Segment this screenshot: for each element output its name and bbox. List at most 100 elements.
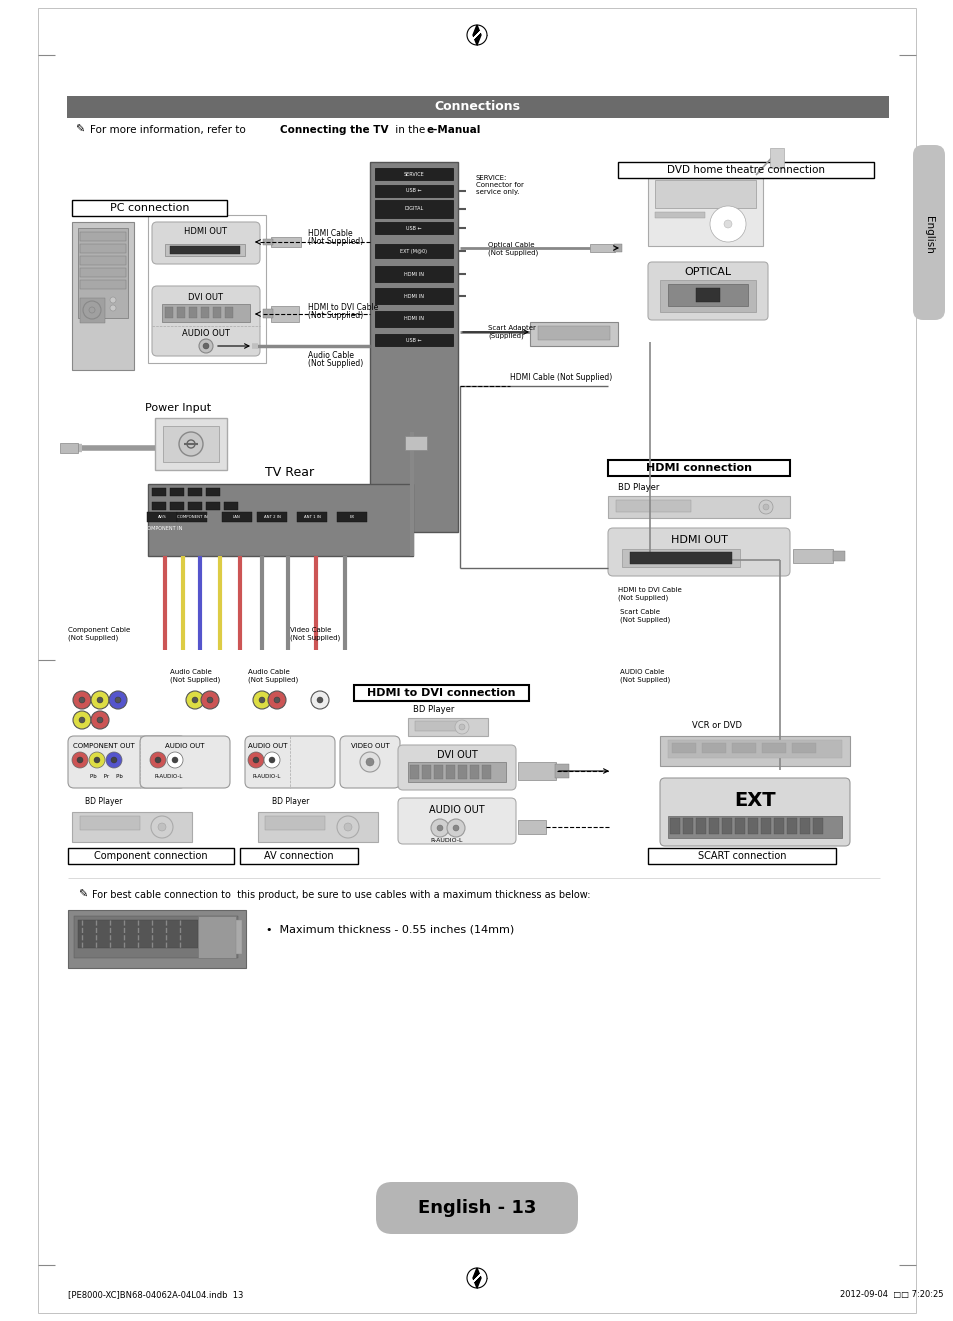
FancyBboxPatch shape xyxy=(647,262,767,320)
Polygon shape xyxy=(473,1268,480,1288)
Bar xyxy=(647,848,835,864)
Bar xyxy=(271,306,298,322)
Bar xyxy=(263,239,273,244)
Bar xyxy=(375,288,453,304)
Bar xyxy=(375,244,453,258)
Text: Component connection: Component connection xyxy=(94,851,208,861)
Circle shape xyxy=(150,752,166,768)
Bar xyxy=(517,820,545,834)
Bar xyxy=(457,765,467,779)
Bar xyxy=(71,222,133,370)
Bar xyxy=(734,818,744,834)
Bar xyxy=(271,236,301,247)
Bar xyxy=(354,686,529,701)
Bar xyxy=(177,306,185,318)
Circle shape xyxy=(366,758,374,766)
FancyBboxPatch shape xyxy=(397,798,516,844)
Circle shape xyxy=(186,691,204,709)
Text: COMPONENT OUT: COMPONENT OUT xyxy=(73,742,134,749)
Bar xyxy=(761,742,785,753)
Bar xyxy=(152,502,166,510)
Circle shape xyxy=(109,691,127,709)
Bar xyxy=(614,244,621,252)
Bar xyxy=(589,244,615,252)
Text: English - 13: English - 13 xyxy=(417,1199,536,1217)
Bar xyxy=(812,818,822,834)
Text: VCR or DVD: VCR or DVD xyxy=(691,721,741,731)
Bar xyxy=(170,502,184,510)
Text: HDMI IN: HDMI IN xyxy=(403,272,423,276)
Bar xyxy=(446,765,455,779)
Text: (Not Supplied): (Not Supplied) xyxy=(619,676,670,683)
Bar xyxy=(375,266,453,281)
Text: [PE8000-XC]BN68-04062A-04L04.indb  13: [PE8000-XC]BN68-04062A-04L04.indb 13 xyxy=(68,1291,243,1300)
Text: BD Player: BD Player xyxy=(413,705,454,715)
Text: HDMI to DVI Cable: HDMI to DVI Cable xyxy=(308,303,378,312)
Circle shape xyxy=(192,697,198,703)
Bar xyxy=(68,848,233,864)
Circle shape xyxy=(458,724,464,731)
Circle shape xyxy=(73,691,91,709)
Circle shape xyxy=(268,691,286,709)
Bar xyxy=(517,762,556,779)
FancyBboxPatch shape xyxy=(397,745,516,790)
Text: (Supplied): (Supplied) xyxy=(488,333,523,339)
Text: R-AUDIO-L: R-AUDIO-L xyxy=(154,774,183,778)
Circle shape xyxy=(436,826,442,831)
Bar xyxy=(421,765,431,779)
Circle shape xyxy=(77,757,83,764)
Circle shape xyxy=(106,752,122,768)
Bar xyxy=(667,740,841,758)
Text: Connections: Connections xyxy=(434,100,519,114)
Text: VIDEO OUT: VIDEO OUT xyxy=(351,742,389,749)
Bar xyxy=(375,168,453,180)
Bar xyxy=(68,910,246,968)
Circle shape xyxy=(115,697,121,703)
Circle shape xyxy=(97,717,103,723)
Text: USB ←: USB ← xyxy=(406,337,421,342)
Text: AUDIO Cable: AUDIO Cable xyxy=(619,668,663,675)
Text: •  Maximum thickness - 0.55 inches (14mm): • Maximum thickness - 0.55 inches (14mm) xyxy=(266,925,514,935)
Circle shape xyxy=(73,711,91,729)
Text: AV/S: AV/S xyxy=(157,515,166,519)
Bar xyxy=(708,818,719,834)
Text: AUDIO OUT: AUDIO OUT xyxy=(165,742,205,749)
Bar xyxy=(481,765,491,779)
Bar xyxy=(78,229,128,318)
Circle shape xyxy=(359,752,379,771)
FancyBboxPatch shape xyxy=(152,287,260,355)
Bar xyxy=(265,816,325,830)
Circle shape xyxy=(431,819,449,838)
Bar xyxy=(80,280,126,289)
Bar xyxy=(188,502,202,510)
Polygon shape xyxy=(473,25,480,45)
Bar xyxy=(537,326,609,339)
Text: Connecting the TV: Connecting the TV xyxy=(280,125,388,135)
Bar xyxy=(296,513,327,522)
Bar xyxy=(791,742,815,753)
Bar xyxy=(71,199,227,217)
Bar xyxy=(659,736,849,766)
Circle shape xyxy=(248,752,264,768)
Text: HDMI to DVI connection: HDMI to DVI connection xyxy=(366,688,515,697)
Bar xyxy=(408,762,505,782)
Bar xyxy=(607,495,789,518)
Text: DVI OUT: DVI OUT xyxy=(189,293,223,303)
Text: (Not Supplied): (Not Supplied) xyxy=(308,236,363,246)
Circle shape xyxy=(207,697,213,703)
Text: (Not Supplied): (Not Supplied) xyxy=(290,635,340,641)
Bar xyxy=(206,502,220,510)
Bar xyxy=(80,299,105,324)
Text: EXT: EXT xyxy=(734,790,775,810)
Circle shape xyxy=(447,819,464,838)
Circle shape xyxy=(274,697,280,703)
Circle shape xyxy=(89,752,105,768)
Bar xyxy=(170,246,240,254)
FancyBboxPatch shape xyxy=(152,222,260,264)
Text: (Not Supplied): (Not Supplied) xyxy=(170,676,220,683)
Text: HDMI Cable: HDMI Cable xyxy=(308,229,353,238)
Bar xyxy=(671,742,696,753)
Text: LAN: LAN xyxy=(233,515,240,519)
Text: OPTICAL: OPTICAL xyxy=(683,267,731,277)
Circle shape xyxy=(344,823,352,831)
